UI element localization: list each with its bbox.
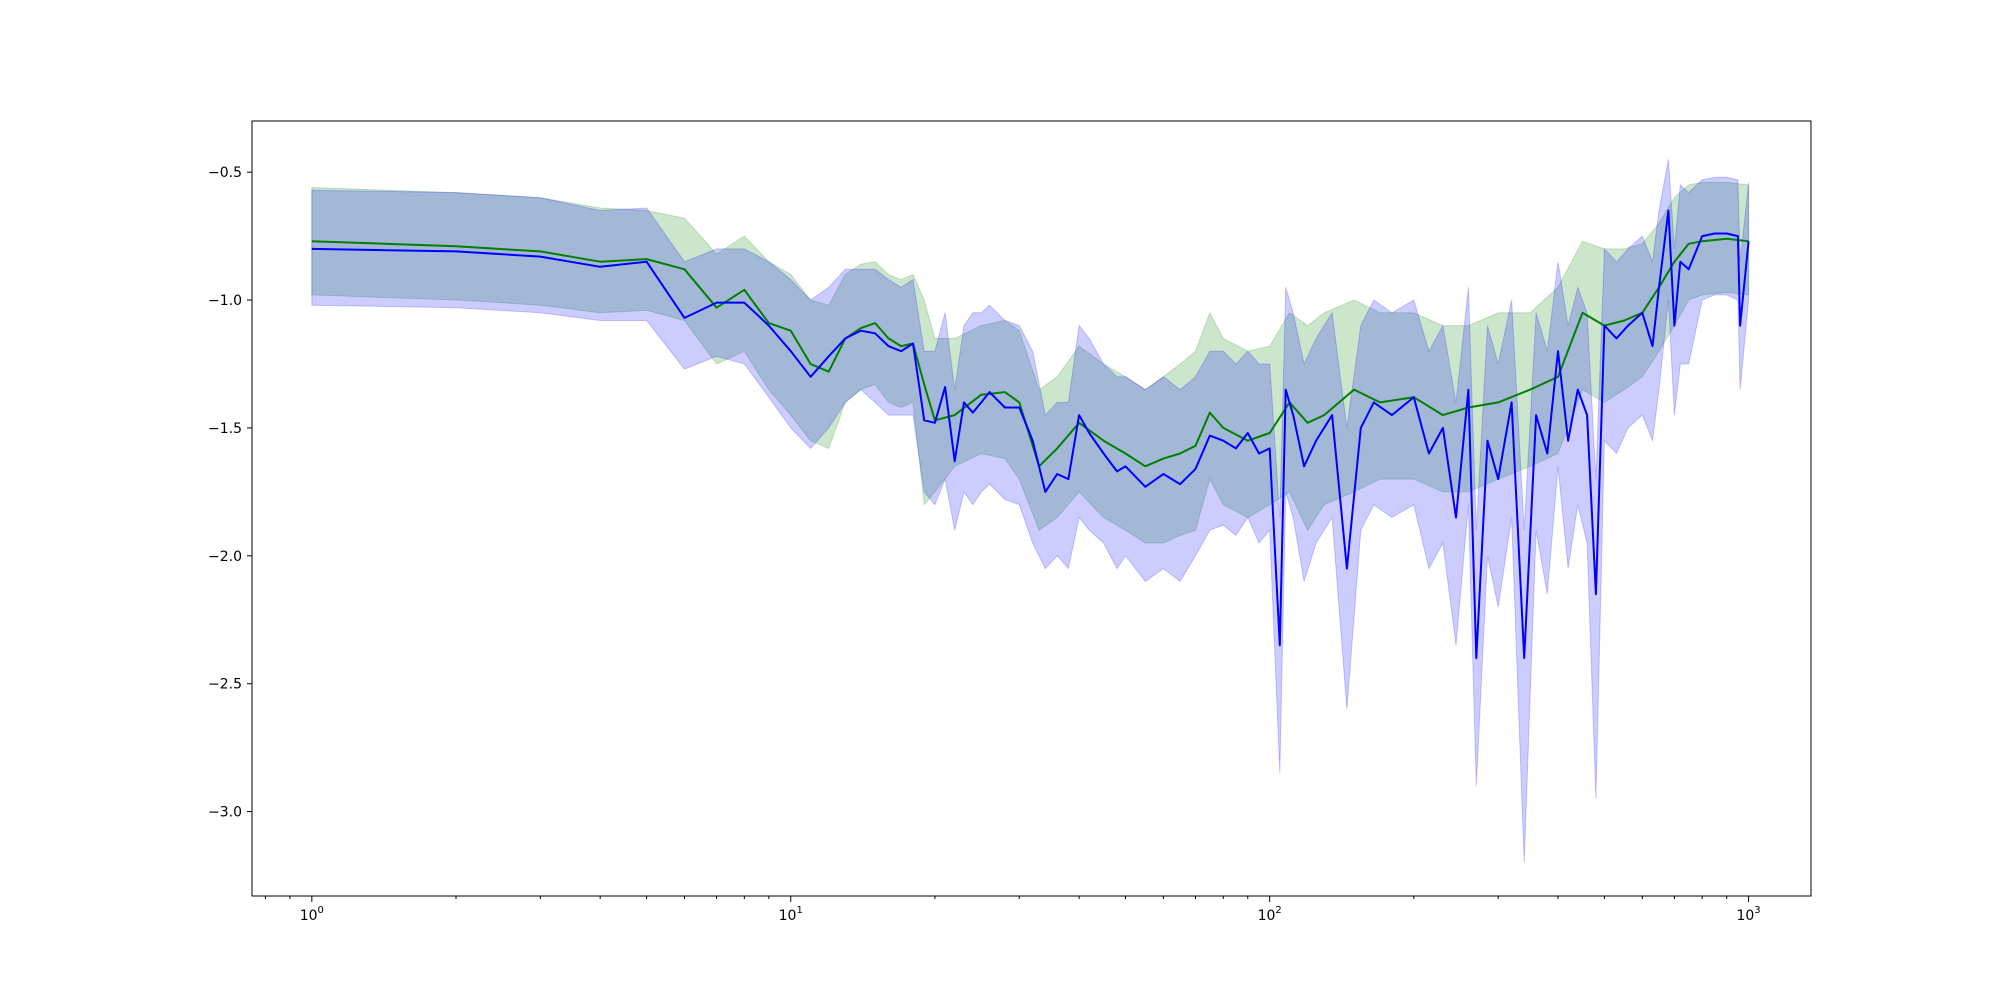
series-1-band [311, 159, 1750, 863]
series-0-band [311, 181, 1750, 544]
y-tick-label: −1.5 [208, 421, 242, 437]
y-tick-label: −3.0 [208, 805, 242, 821]
x-tick-label-exponent: 3 [1754, 905, 1760, 916]
confidence-bands [311, 159, 1750, 863]
y-tick-label: −1.0 [208, 293, 242, 309]
x-tick-label: 100 [300, 905, 324, 924]
x-tick-label-base: 10 [779, 908, 797, 924]
plot-frame [251, 120, 1812, 897]
x-tick-label-exponent: 1 [796, 905, 802, 916]
x-axis: 100 101 102 103 [264, 896, 1761, 924]
y-tick-label: −0.5 [208, 165, 242, 181]
x-tick-label-base: 10 [1258, 908, 1276, 924]
y-tick-label: −2.0 [208, 549, 242, 565]
y-axis: −0.5 −1.0 −1.5 −2.0 −2.5 −3.0 [208, 165, 252, 821]
series-0-line [311, 237, 1749, 468]
x-tick-label-exponent: 0 [318, 905, 324, 916]
x-tick-label-base: 10 [300, 908, 318, 924]
y-tick-label: −2.5 [208, 677, 242, 693]
series-lines [311, 209, 1750, 660]
x-tick-label: 101 [779, 905, 803, 924]
x-tick-label: 103 [1736, 905, 1760, 924]
series-1-line [311, 209, 1750, 660]
x-tick-label-exponent: 2 [1275, 905, 1281, 916]
x-tick-label-base: 10 [1736, 908, 1754, 924]
x-tick-label: 102 [1258, 905, 1282, 924]
